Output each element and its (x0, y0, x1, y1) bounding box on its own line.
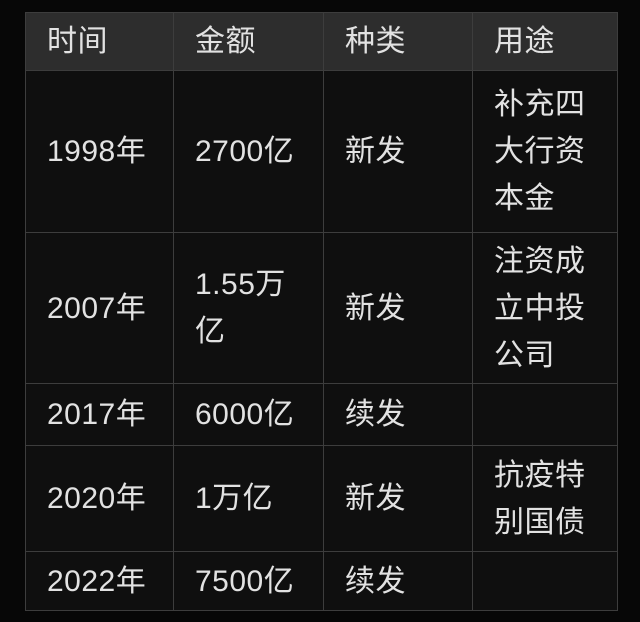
cell-purpose (472, 383, 618, 446)
col-header-amount: 金额 (173, 12, 324, 71)
cell-amount: 1万亿 (173, 445, 324, 552)
cell-type: 续发 (323, 383, 473, 446)
cell-purpose: 抗疫特别国债 (472, 445, 618, 552)
table-row: 2007年 1.55万亿 新发 注资成立中投公司 (25, 232, 618, 384)
cell-amount: 7500亿 (173, 551, 324, 611)
cell-type: 新发 (323, 70, 473, 233)
table-row: 2022年 7500亿 续发 (25, 551, 618, 611)
cell-amount: 6000亿 (173, 383, 324, 446)
cell-type: 续发 (323, 551, 473, 611)
cell-purpose (472, 551, 618, 611)
cell-time: 2020年 (25, 445, 174, 552)
col-header-type: 种类 (323, 12, 473, 71)
cell-purpose: 注资成立中投公司 (472, 232, 618, 384)
cell-type: 新发 (323, 445, 473, 552)
cell-time: 2007年 (25, 232, 174, 384)
cell-time: 2022年 (25, 551, 174, 611)
table-row: 1998年 2700亿 新发 补充四大行资本金 (25, 70, 618, 233)
cell-amount: 1.55万亿 (173, 232, 324, 384)
cell-amount: 2700亿 (173, 70, 324, 233)
special-treasury-bonds-table: 时间 金额 种类 用途 1998年 2700亿 新发 补充四大行资本金 2007… (25, 12, 618, 611)
col-header-purpose: 用途 (472, 12, 618, 71)
table-header-row: 时间 金额 种类 用途 (25, 12, 618, 71)
cell-time: 2017年 (25, 383, 174, 446)
table-row: 2017年 6000亿 续发 (25, 383, 618, 446)
cell-type: 新发 (323, 232, 473, 384)
cell-purpose: 补充四大行资本金 (472, 70, 618, 233)
cell-time: 1998年 (25, 70, 174, 233)
col-header-time: 时间 (25, 12, 174, 71)
table-row: 2020年 1万亿 新发 抗疫特别国债 (25, 445, 618, 552)
